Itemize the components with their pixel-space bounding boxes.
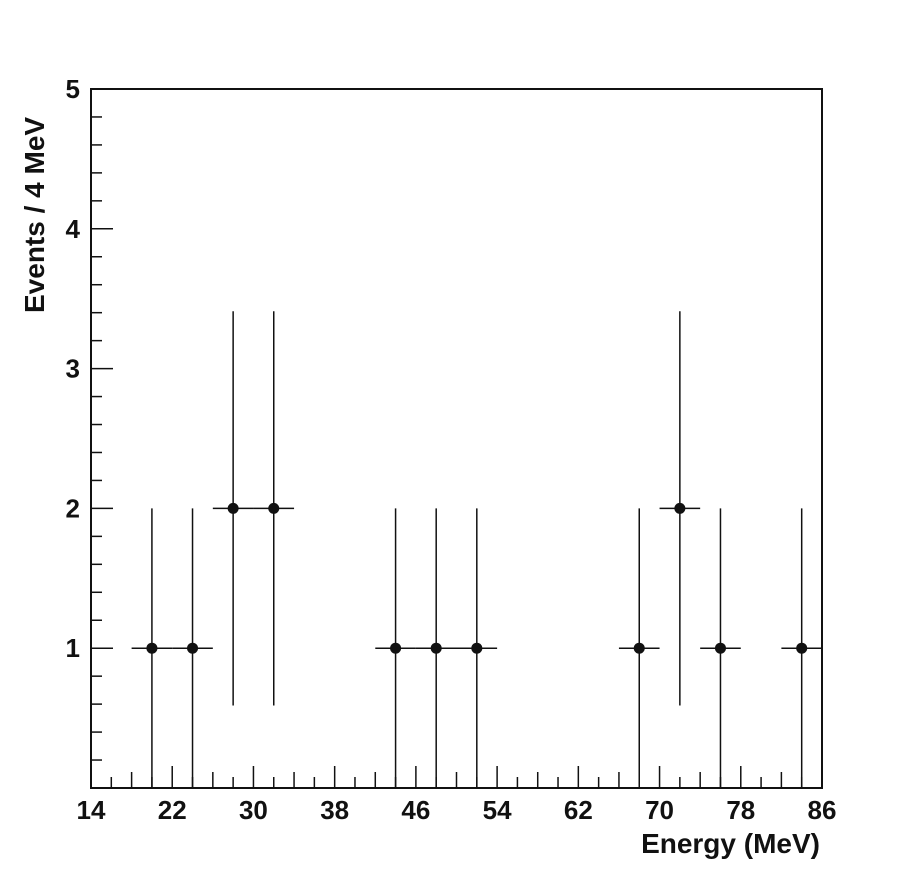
data-point <box>253 311 295 706</box>
y-tick-labels: 1 2 3 4 5 <box>66 74 81 663</box>
data-marker <box>187 642 199 654</box>
y-tick-label: 1 <box>66 633 80 663</box>
data-point <box>781 508 822 788</box>
data-point <box>212 311 254 706</box>
data-point <box>618 508 660 788</box>
data-marker <box>471 642 483 654</box>
data-marker <box>146 642 158 654</box>
data-point <box>700 508 741 788</box>
x-tick-label: 86 <box>808 795 837 825</box>
data-marker <box>390 642 402 654</box>
x-tick-label: 54 <box>483 795 512 825</box>
x-tick-label: 38 <box>320 795 349 825</box>
x-tick-labels: 14 22 30 38 46 54 62 70 78 86 <box>77 795 837 825</box>
x-tick-label: 22 <box>158 795 187 825</box>
data-marker <box>430 642 442 654</box>
data-marker <box>674 502 686 514</box>
x-tick-label: 14 <box>77 795 106 825</box>
data-point <box>415 508 457 788</box>
y-tick-label: 4 <box>66 214 81 244</box>
data-point <box>456 508 498 788</box>
data-marker <box>796 642 808 654</box>
y-tick-label: 5 <box>66 74 80 104</box>
data-marker <box>268 502 280 514</box>
x-axis-title: Energy (MeV) <box>641 828 820 859</box>
y-axis-title: Events / 4 MeV <box>19 117 50 313</box>
plot-frame <box>90 88 823 789</box>
x-tick-label: 62 <box>564 795 593 825</box>
data-point <box>375 508 416 788</box>
x-tick-label: 78 <box>726 795 755 825</box>
data-marker <box>714 642 726 654</box>
axis-ticks <box>90 88 823 789</box>
data-marker <box>227 502 239 514</box>
data-point <box>131 508 173 788</box>
data-point <box>659 311 701 706</box>
x-tick-label: 46 <box>401 795 430 825</box>
x-tick-label: 30 <box>239 795 268 825</box>
x-tick-label: 70 <box>645 795 674 825</box>
y-tick-label: 3 <box>66 354 80 384</box>
y-tick-label: 2 <box>66 493 80 523</box>
data-point <box>172 508 213 788</box>
data-points <box>131 311 822 788</box>
data-marker <box>633 642 645 654</box>
